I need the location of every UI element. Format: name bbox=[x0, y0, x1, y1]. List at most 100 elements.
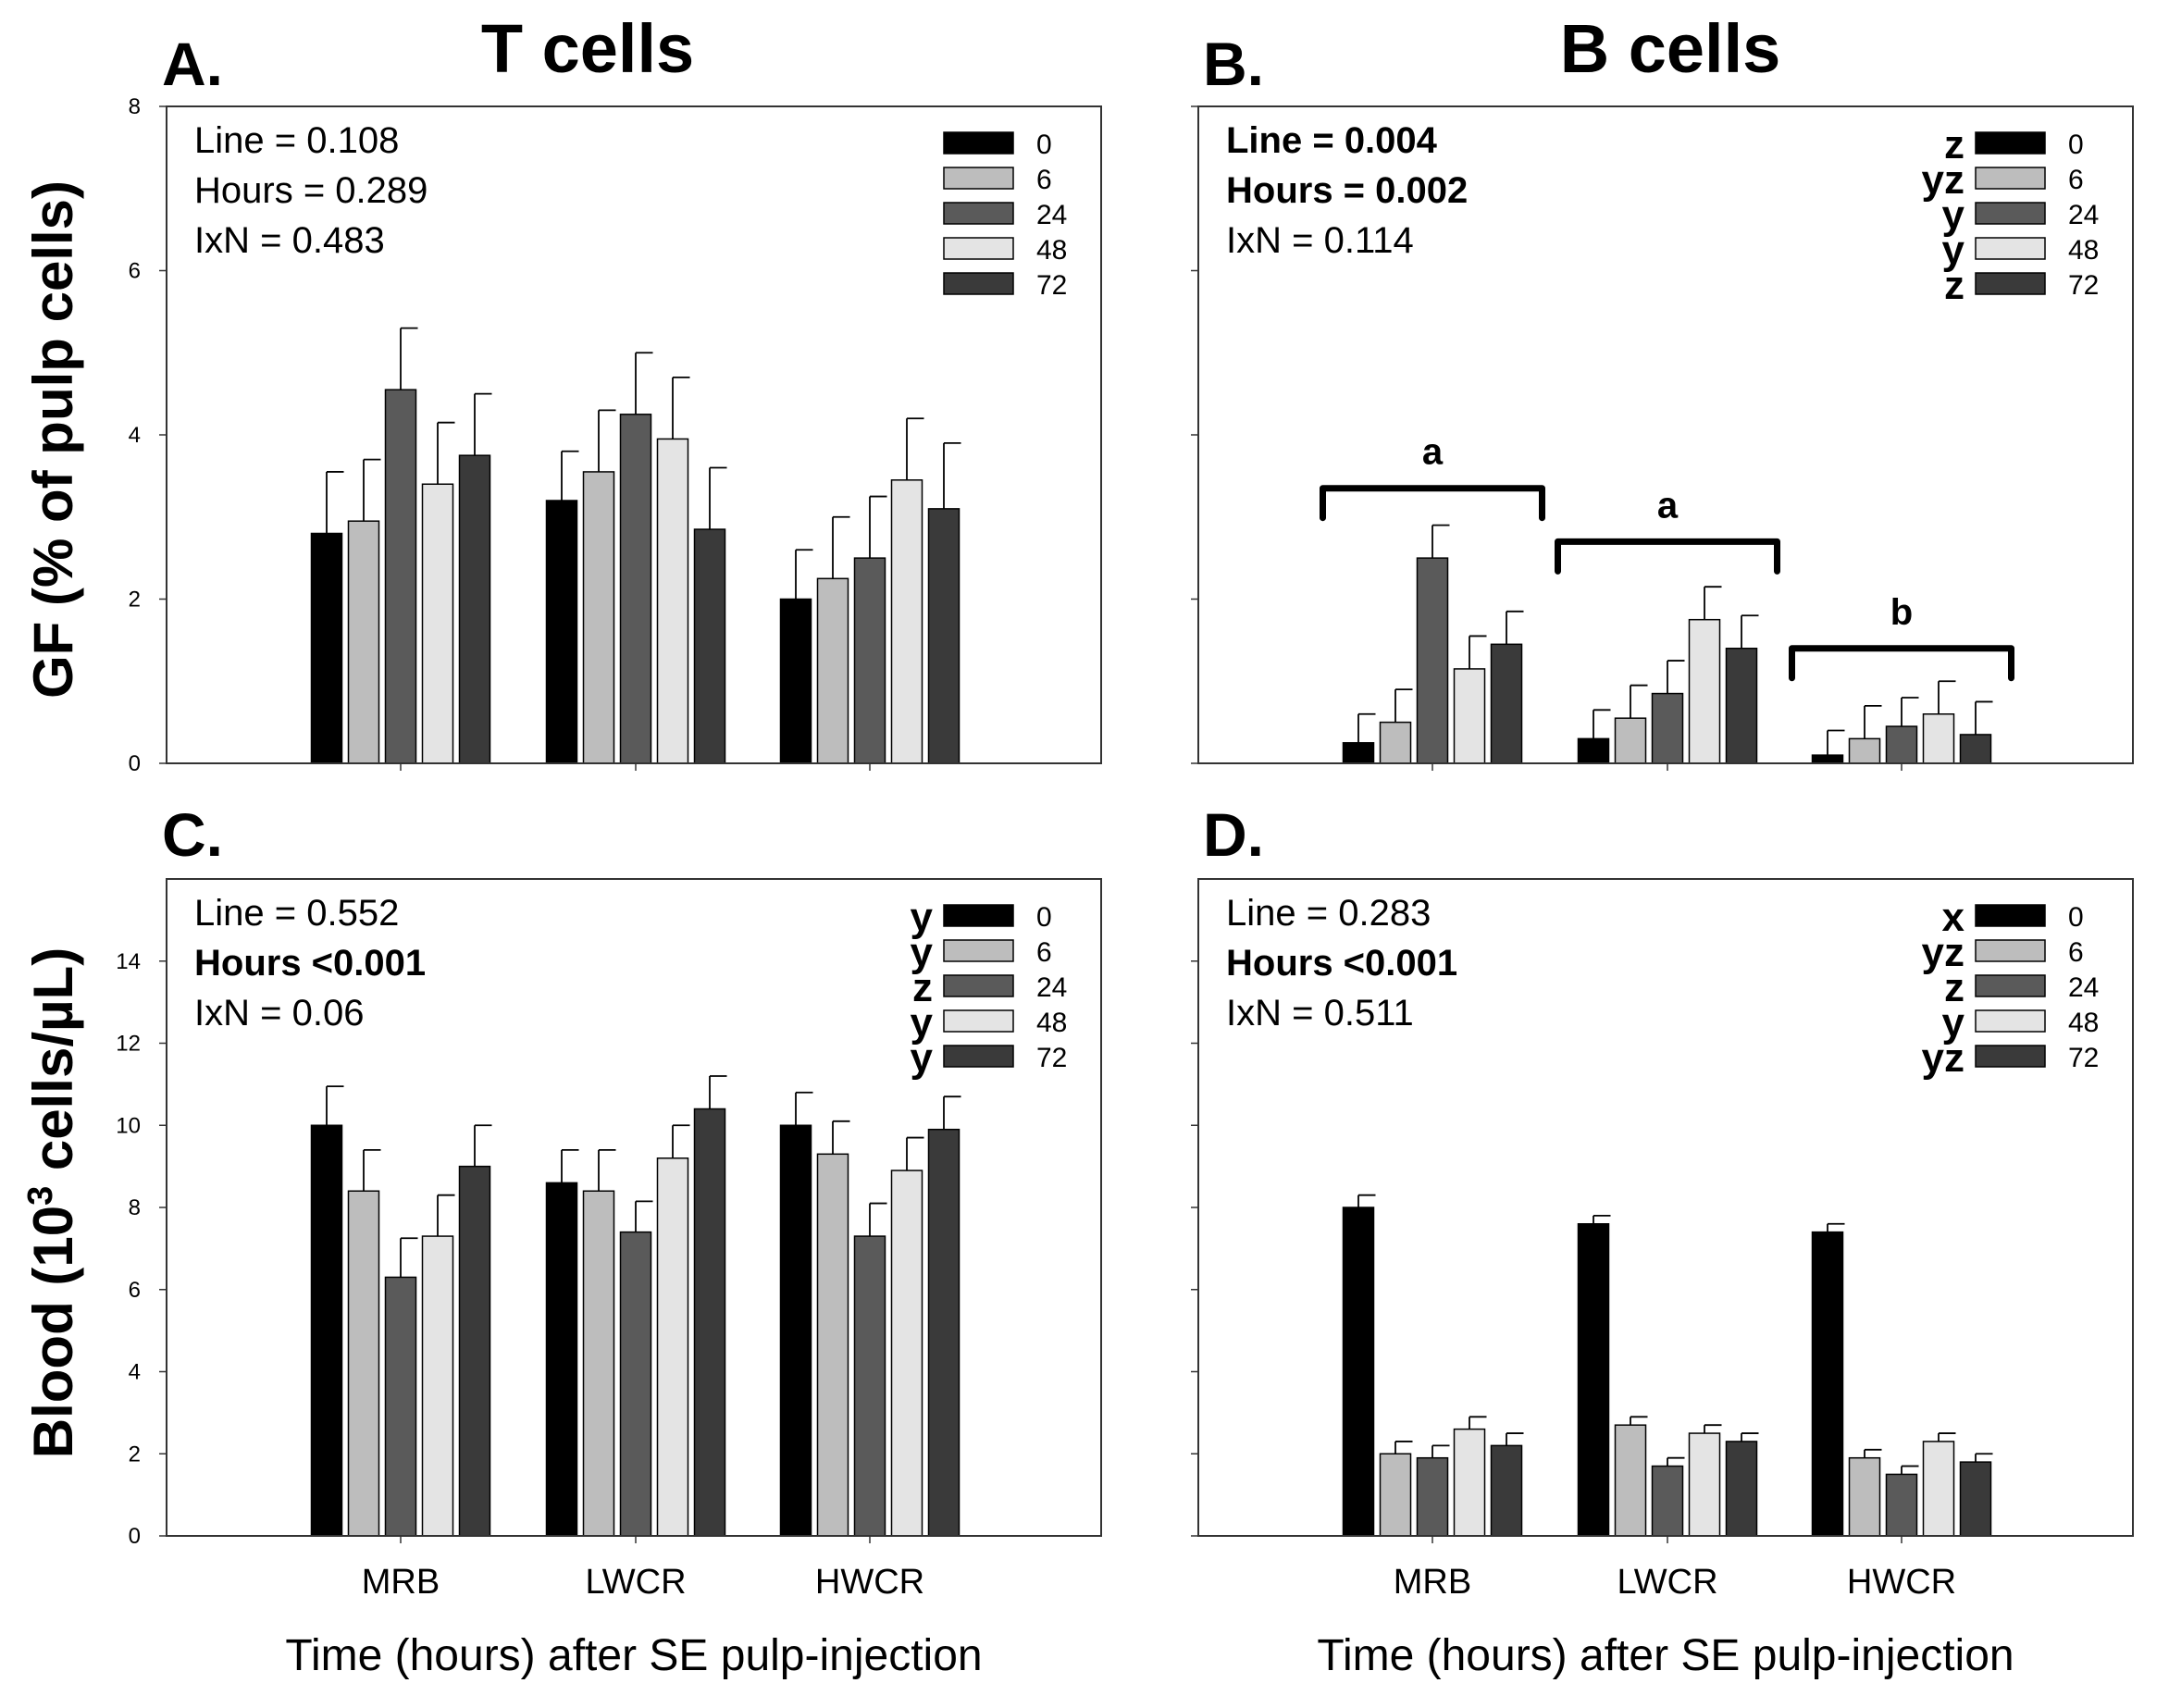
x-tick-label: MRB bbox=[362, 1563, 440, 1602]
legend-swatch bbox=[943, 237, 1014, 260]
bar-hwcr-48h bbox=[890, 479, 923, 764]
legend-significance-letter: y bbox=[1942, 1000, 1965, 1046]
legend-label: 6 bbox=[1036, 165, 1052, 195]
legend-label: 72 bbox=[2068, 1043, 2099, 1073]
legend-label: 72 bbox=[1036, 270, 1067, 301]
legend-significance-letter: y bbox=[911, 1000, 934, 1046]
y-tick-label: 4 bbox=[129, 423, 141, 448]
bar-mrb-0h bbox=[310, 532, 343, 764]
stat-line: IxN = 0.483 bbox=[194, 220, 385, 261]
bracket-letter: b bbox=[1890, 592, 1913, 633]
y-tick-label: 0 bbox=[129, 751, 141, 776]
y-tick-label: 6 bbox=[129, 1278, 141, 1303]
bar-hwcr-6h bbox=[1848, 737, 1881, 764]
legend-swatch bbox=[1975, 131, 2046, 155]
bar-mrb-24h bbox=[384, 1276, 417, 1537]
stat-line: IxN = 0.511 bbox=[1226, 993, 1414, 1033]
bar-lwcr-0h bbox=[545, 1182, 578, 1537]
legend-significance-letter: y bbox=[911, 930, 934, 975]
panel-title: T cells bbox=[481, 10, 694, 87]
bar-hwcr-6h bbox=[1848, 1456, 1881, 1537]
bar-mrb-48h bbox=[421, 1235, 454, 1537]
x-axis-label: Time (hours) after SE pulp-injection bbox=[285, 1631, 982, 1680]
panel-label: B. bbox=[1203, 30, 1264, 98]
bar-mrb-48h bbox=[421, 483, 454, 764]
bar-hwcr-0h bbox=[779, 598, 812, 764]
stat-line: Line = 0.004 bbox=[1226, 120, 1438, 161]
legend-swatch bbox=[1975, 1045, 2046, 1068]
y-tick-label: 4 bbox=[129, 1360, 141, 1385]
legend-swatch bbox=[943, 1009, 1014, 1033]
bar-mrb-72h bbox=[1490, 1444, 1523, 1537]
x-tick-label: HWCR bbox=[1847, 1563, 1956, 1602]
bar-mrb-24h bbox=[1416, 1456, 1449, 1537]
stat-line: Line = 0.283 bbox=[1226, 893, 1431, 934]
y-axis-label-top: GF (% of pulp cells) bbox=[22, 180, 84, 699]
bar-lwcr-72h bbox=[693, 528, 726, 764]
panel-label: C. bbox=[162, 800, 223, 869]
legend-swatch bbox=[1975, 272, 2046, 295]
bar-lwcr-48h bbox=[1688, 618, 1721, 764]
bar-hwcr-0h bbox=[1811, 754, 1844, 764]
y-tick-label: 6 bbox=[129, 259, 141, 284]
bar-mrb-72h bbox=[458, 454, 491, 764]
y-tick-label: 10 bbox=[116, 1113, 141, 1138]
panel-title: B cells bbox=[1560, 10, 1781, 87]
legend-label: 48 bbox=[1036, 1008, 1067, 1038]
stat-line: Hours = 0.002 bbox=[1226, 170, 1468, 211]
legend-label: 6 bbox=[2068, 937, 2084, 968]
bar-mrb-24h bbox=[384, 389, 417, 764]
bar-hwcr-72h bbox=[927, 508, 961, 764]
legend-label: 48 bbox=[2068, 1008, 2099, 1038]
panel-b: B. B cells Line = 0.004 Hours = 0.002 IxN = … bbox=[1191, 10, 2134, 771]
bar-lwcr-24h bbox=[1651, 692, 1684, 764]
legend-significance-letter: yz bbox=[1922, 157, 1964, 203]
legend-swatch bbox=[943, 974, 1014, 997]
y-tick-label: 8 bbox=[129, 1195, 141, 1220]
legend-swatch bbox=[943, 202, 1014, 225]
bar-hwcr-6h bbox=[816, 1153, 849, 1537]
legend-swatch bbox=[1975, 237, 2046, 260]
bar-lwcr-0h bbox=[545, 500, 578, 764]
legend-significance-letter: z bbox=[1944, 965, 1964, 1010]
stat-line: IxN = 0.114 bbox=[1226, 220, 1414, 261]
stat-line: Line = 0.108 bbox=[194, 120, 399, 161]
bar-mrb-6h bbox=[347, 1190, 380, 1537]
legend-swatch bbox=[943, 272, 1014, 295]
legend-swatch bbox=[1975, 939, 2046, 962]
legend-label: 72 bbox=[2068, 270, 2099, 301]
bar-lwcr-24h bbox=[619, 1231, 652, 1537]
bar-lwcr-0h bbox=[1577, 1223, 1610, 1537]
bar-lwcr-24h bbox=[1651, 1465, 1684, 1537]
bar-lwcr-48h bbox=[656, 438, 689, 764]
bar-mrb-6h bbox=[1379, 1453, 1412, 1537]
legend-label: 0 bbox=[2068, 902, 2084, 933]
legend-swatch bbox=[1975, 1009, 2046, 1033]
y-tick-label: 12 bbox=[116, 1032, 141, 1057]
bar-hwcr-0h bbox=[1811, 1231, 1844, 1537]
x-tick-label: LWCR bbox=[1617, 1563, 1717, 1602]
legend-significance-letter: z bbox=[912, 965, 933, 1010]
bar-mrb-48h bbox=[1453, 1428, 1486, 1537]
bar-mrb-0h bbox=[1342, 1207, 1375, 1537]
significance-bracket bbox=[1320, 485, 1545, 522]
bar-mrb-0h bbox=[310, 1124, 343, 1537]
legend-label: 0 bbox=[1036, 902, 1052, 933]
x-axis-label: Time (hours) after SE pulp-injection bbox=[1317, 1631, 2014, 1680]
legend-significance-letter: z bbox=[1944, 122, 1964, 167]
bar-lwcr-6h bbox=[1614, 1424, 1647, 1537]
legend-swatch bbox=[1975, 202, 2046, 225]
bar-mrb-0h bbox=[1342, 742, 1375, 764]
legend-significance-letter: y bbox=[911, 895, 934, 940]
stat-line: IxN = 0.06 bbox=[194, 993, 364, 1033]
x-tick-label: HWCR bbox=[815, 1563, 924, 1602]
legend-significance-letter: y bbox=[911, 1035, 934, 1081]
legend-label: 6 bbox=[2068, 165, 2084, 195]
legend-label: 6 bbox=[1036, 937, 1052, 968]
y-tick-label: 14 bbox=[116, 949, 141, 974]
bar-mrb-6h bbox=[347, 520, 380, 764]
legend-significance-letter: z bbox=[1944, 263, 1964, 308]
bar-hwcr-24h bbox=[853, 557, 886, 764]
